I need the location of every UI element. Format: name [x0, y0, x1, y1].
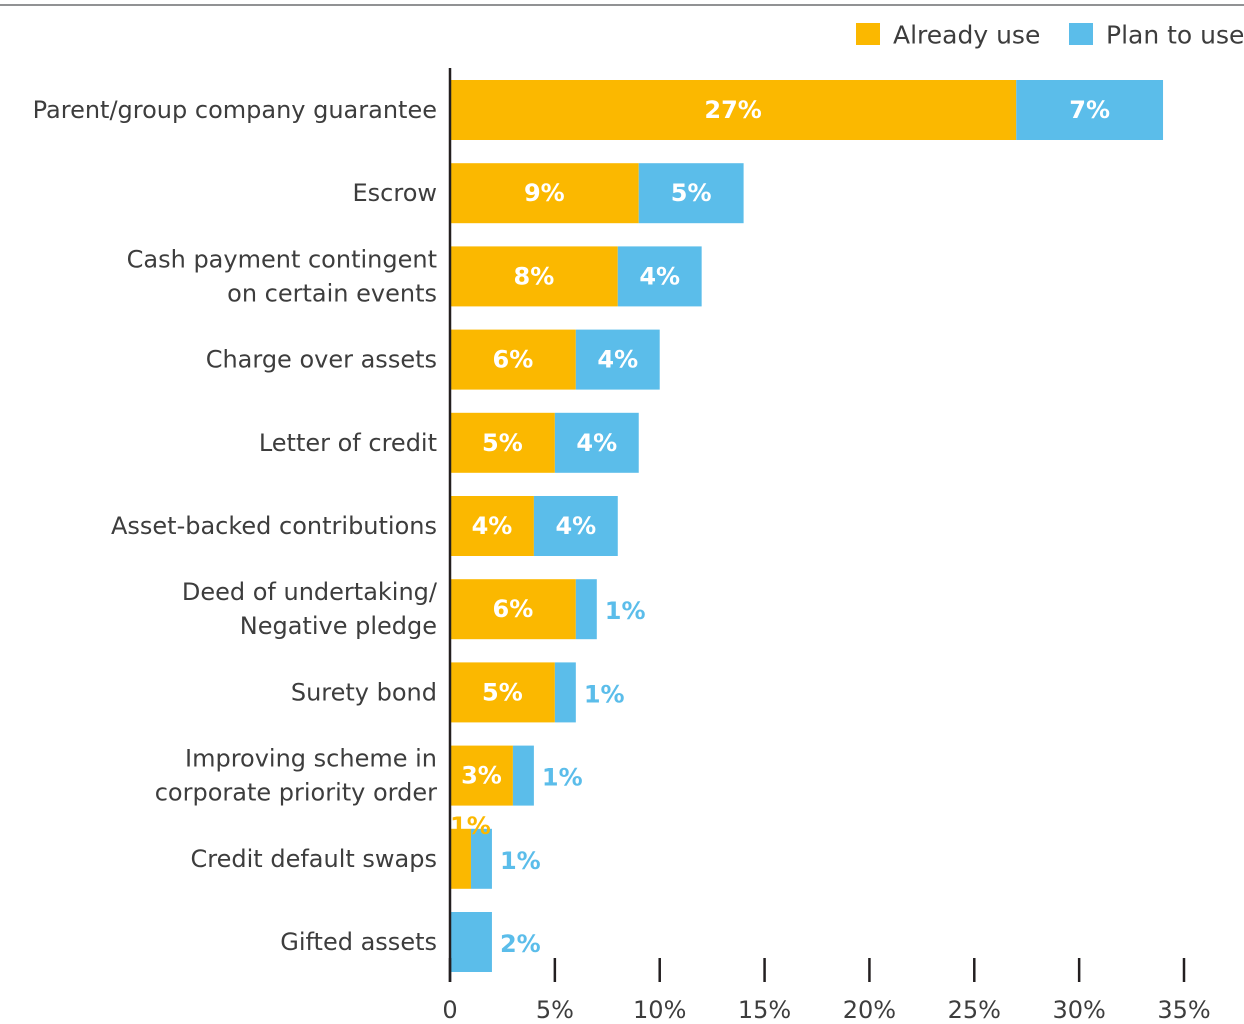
bar-already-use-10 [450, 828, 471, 889]
category-labels-group: Parent/group company guarantee Escrow Cash… [33, 96, 438, 956]
value-label-already-use-1: 27% [704, 96, 761, 124]
bar-plan-to-use-5 [554, 412, 639, 473]
x-tick-label-25: 25% [948, 996, 1001, 1024]
bar-already-use-3 [450, 246, 618, 307]
x-tick-label-10: 10% [633, 996, 686, 1024]
value-label-plan-to-use-9: 1% [542, 764, 583, 792]
x-tick-label-30: 30% [1052, 996, 1105, 1024]
bar-plan-to-use-1 [1016, 80, 1164, 140]
value-label-already-use-4: 6% [493, 346, 534, 374]
axes-group: 0 5% 10% 15% 20% 25% 30% 35% [442, 68, 1211, 1024]
legend-label-already-use: Already use [893, 21, 1040, 50]
category-label-deed-of-undertaking-negative-pledge-line-1: Deed of undertaking/ [182, 578, 438, 606]
bar-plan-to-use-6 [533, 496, 618, 556]
bar-plan-to-use-10 [470, 828, 492, 889]
bar-plan-to-use-8 [554, 662, 576, 723]
x-tick-label-15: 15% [738, 996, 791, 1024]
value-label-already-use-6: 4% [472, 512, 513, 540]
bar-already-use-7 [450, 579, 576, 640]
category-label-escrow: Escrow [352, 179, 437, 207]
value-labels-group: 27% 7% 9% 5% 8% 4% 6% 4% 5% 4% 4% 4% 6% 1% 5% 1% 3% 1% 1% 1… [450, 96, 1110, 958]
value-label-plan-to-use-6: 4% [555, 512, 596, 540]
category-label-parent-group-company-guarantee: Parent/group company guarantee [33, 96, 437, 124]
bar-plan-to-use-7 [575, 579, 597, 640]
bar-already-use-4 [450, 329, 576, 390]
x-tick-label-5: 5% [536, 996, 574, 1024]
bar-already-use-1 [450, 80, 1017, 140]
bar-plan-to-use-2 [638, 163, 744, 224]
value-label-already-use-8: 5% [482, 678, 523, 706]
value-label-plan-to-use-4: 4% [597, 346, 638, 374]
category-label-credit-default-swaps: Credit default swaps [191, 845, 437, 873]
legend-label-plan-to-use: Plan to use [1106, 21, 1244, 50]
value-label-already-use-10: 1% [450, 812, 491, 840]
bar-already-use-6 [450, 496, 534, 556]
bar-already-use-9 [450, 745, 513, 806]
value-label-plan-to-use-10: 1% [500, 847, 541, 875]
x-tick-label-20: 20% [843, 996, 896, 1024]
category-label-asset-backed-contributions: Asset-backed contributions [111, 512, 437, 540]
value-label-already-use-5: 5% [482, 429, 523, 457]
legend-swatch-already-use [856, 23, 880, 45]
value-label-plan-to-use-5: 4% [576, 429, 617, 457]
bars-group [450, 80, 1164, 972]
value-label-plan-to-use-1: 7% [1069, 96, 1110, 124]
category-label-cash-payment-contingent-on-certain-events-line-1: Cash payment contingent [127, 245, 437, 273]
bar-already-use-8 [450, 662, 555, 723]
value-label-plan-to-use-2: 5% [671, 179, 712, 207]
bar-already-use-2 [450, 163, 639, 224]
category-label-cash-payment-contingent-on-certain-events-line-2: on certain events [227, 279, 437, 307]
category-label-gifted-assets: Gifted assets [280, 928, 437, 956]
value-label-plan-to-use-8: 1% [584, 680, 625, 708]
value-label-plan-to-use-7: 1% [605, 597, 646, 625]
value-label-plan-to-use-3: 4% [639, 262, 680, 290]
category-label-surety-bond: Surety bond [291, 678, 437, 706]
bar-plan-to-use-4 [575, 329, 660, 390]
bar-plan-to-use-11 [450, 912, 492, 972]
legend: Already use Plan to use [856, 21, 1244, 50]
legend-swatch-plan-to-use [1069, 23, 1093, 45]
x-tick-label-0: 0 [442, 996, 457, 1024]
bar-plan-to-use-9 [512, 745, 534, 806]
value-label-already-use-3: 8% [514, 262, 555, 290]
category-label-improving-scheme-in-corporate-priority-order-line-2: corporate priority order [155, 779, 437, 807]
category-label-letter-of-credit: Letter of credit [259, 429, 437, 457]
bar-plan-to-use-3 [617, 246, 702, 307]
value-label-already-use-2: 9% [524, 179, 565, 207]
x-tick-label-35: 35% [1157, 996, 1210, 1024]
category-label-improving-scheme-in-corporate-priority-order-line-1: Improving scheme in [185, 745, 437, 773]
value-label-plan-to-use-11: 2% [500, 930, 541, 958]
category-label-charge-over-assets: Charge over assets [206, 346, 437, 374]
category-label-deed-of-undertaking-negative-pledge-line-2: Negative pledge [240, 612, 437, 640]
bar-already-use-5 [450, 412, 555, 473]
value-label-already-use-9: 3% [461, 762, 502, 790]
value-label-already-use-7: 6% [493, 595, 534, 623]
